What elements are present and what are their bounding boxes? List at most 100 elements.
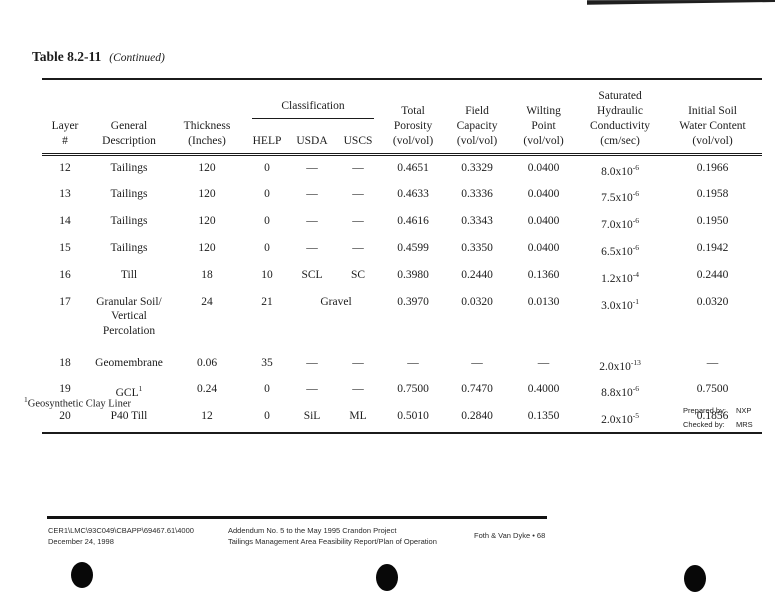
cell-wilting: 0.0400 <box>527 215 560 228</box>
cell-field: — <box>471 356 483 369</box>
conductivity-base: 1.2x10 <box>601 272 633 285</box>
table-row: 18 Geomembrane 0.06 35 — — — — — 2.0x10-… <box>42 351 762 378</box>
cell-help: 21 <box>261 295 273 308</box>
cell-initial: 0.1966 <box>696 161 729 174</box>
cell-conductivity: 2.0x10-13 <box>577 351 663 378</box>
cell-usda: — <box>306 383 318 396</box>
cell-uscs: — <box>352 356 364 369</box>
header-thickness: Thickness (Inches) <box>170 79 244 156</box>
table-title-continued: (Continued) <box>109 52 165 64</box>
conductivity-base: 7.5x10 <box>601 192 633 205</box>
cell-field: 0.2840 <box>444 404 511 434</box>
punch-hole <box>684 565 706 592</box>
cell-porosity: — <box>407 356 419 369</box>
cell-usda: — <box>306 188 318 201</box>
page-title: Table 8.2-11 (Continued) <box>32 48 165 66</box>
cell-field: 0.0320 <box>461 295 493 308</box>
cell-thickness: 24 <box>201 295 213 308</box>
cell-conductivity: 8.8x10-6 <box>577 378 663 405</box>
cell-description: GCL1 <box>88 378 170 405</box>
cell-thickness: 120 <box>198 241 216 254</box>
cell-wilting: 0.0400 <box>527 161 560 174</box>
cell-description: Geomembrane <box>95 356 163 369</box>
footer-document-reference: CER1\LMC\93C049\CBAPP\69467.61\4000 Dece… <box>48 525 194 547</box>
conductivity-base: 6.5x10 <box>601 245 633 258</box>
cell-field: 0.3336 <box>461 188 493 201</box>
header-help: HELP <box>244 134 290 156</box>
cell-porosity: 0.4616 <box>397 215 429 228</box>
table-row: 12 Tailings 120 0 — — 0.4651 0.3329 0.04… <box>42 155 762 183</box>
description-text: GCL <box>115 387 139 400</box>
conductivity-base: 7.0x10 <box>601 218 633 231</box>
cell-description: Till <box>120 268 138 281</box>
cell-conductivity: 7.0x10-6 <box>577 210 663 237</box>
cell-usda: — <box>306 215 318 228</box>
footnote-text: Geosynthetic Clay Liner <box>27 398 131 410</box>
cell-initial: 0.1950 <box>696 215 729 228</box>
cell-layer: 12 <box>59 161 71 174</box>
punch-hole <box>71 562 93 588</box>
cell-field: 0.2440 <box>461 268 493 281</box>
cell-thickness: 120 <box>198 188 216 201</box>
cell-layer: 14 <box>59 215 71 228</box>
cell-thickness: 120 <box>198 161 216 174</box>
conductivity-base: 2.0x10 <box>599 360 631 373</box>
cell-wilting: 0.1350 <box>510 404 578 434</box>
checked-by-line: Checked by: MRS <box>683 418 753 432</box>
cell-porosity: 0.7500 <box>397 383 429 396</box>
cell-porosity: 0.4599 <box>397 241 429 254</box>
header-wilting-point: Wilting Point (vol/vol) <box>510 79 578 156</box>
cell-conductivity: 1.2x10-4 <box>577 263 663 290</box>
cell-initial: 0.1958 <box>696 188 729 201</box>
header-field-capacity: Field Capacity (vol/vol) <box>444 79 511 156</box>
cell-classification-merged: Gravel <box>320 295 352 308</box>
checked-by-value: MRS <box>736 419 753 429</box>
cell-initial: 0.1856 <box>663 404 763 434</box>
cell-porosity: 0.3980 <box>397 268 429 281</box>
cell-conductivity: 2.0x10-5 <box>577 404 664 434</box>
cell-usda: — <box>306 161 318 174</box>
cell-wilting: — <box>537 356 550 369</box>
soil-layers-table: Layer # General Description Thickness (I… <box>42 78 763 434</box>
cell-help: 0 <box>264 161 270 174</box>
cell-uscs: — <box>352 215 364 228</box>
cell-initial: 0.7500 <box>696 383 729 396</box>
header-initial-water-content: Initial Soil Water Content (vol/vol) <box>663 79 763 156</box>
cell-uscs: — <box>352 188 364 201</box>
conductivity-base: 8.8x10 <box>601 387 633 400</box>
cell-layer: 17 <box>59 295 71 308</box>
cell-conductivity: 3.0x10-1 <box>577 290 663 351</box>
conductivity-exponent: -6 <box>632 162 639 172</box>
cell-conductivity: 7.5x10-6 <box>577 183 663 210</box>
header-layer: Layer # <box>42 79 88 156</box>
conductivity-exponent: -5 <box>632 411 639 421</box>
footer-publisher-page: Foth & Van Dyke • 68 <box>474 531 546 540</box>
cell-thickness: 18 <box>201 268 213 281</box>
cell-layer: 13 <box>59 188 71 201</box>
footer-report-title: Addendum No. 5 to the May 1995 Crandon P… <box>228 525 437 547</box>
cell-layer: 20 <box>42 404 88 434</box>
cell-field: 0.3350 <box>461 241 493 254</box>
header-uscs: USCS <box>334 134 383 156</box>
scan-edge-artifact <box>587 0 775 5</box>
cell-conductivity: 6.5x10-6 <box>577 236 663 263</box>
cell-help: 35 <box>261 356 273 369</box>
cell-uscs: — <box>352 383 364 396</box>
cell-layer: 16 <box>59 268 71 281</box>
cell-porosity: 0.4651 <box>397 161 429 174</box>
footnote: 1Geosynthetic Clay Liner <box>24 395 131 410</box>
table-row: 14 Tailings 120 0 — — 0.4616 0.3343 0.04… <box>42 210 762 237</box>
header-usda: USDA <box>290 134 334 156</box>
conductivity-base: 3.0x10 <box>601 299 633 312</box>
cell-description: Tailings <box>110 188 148 201</box>
cell-help: 0 <box>264 383 270 396</box>
cell-porosity: 0.3970 <box>397 295 429 308</box>
cell-help: 0 <box>264 188 270 201</box>
cell-uscs: ML <box>334 404 383 434</box>
cell-usda: SiL <box>290 404 334 434</box>
addendum-line-2: Tailings Management Area Feasibility Rep… <box>228 537 437 546</box>
cell-help: 0 <box>244 404 290 434</box>
conductivity-exponent: -6 <box>632 189 639 199</box>
footer-rule <box>47 516 547 519</box>
